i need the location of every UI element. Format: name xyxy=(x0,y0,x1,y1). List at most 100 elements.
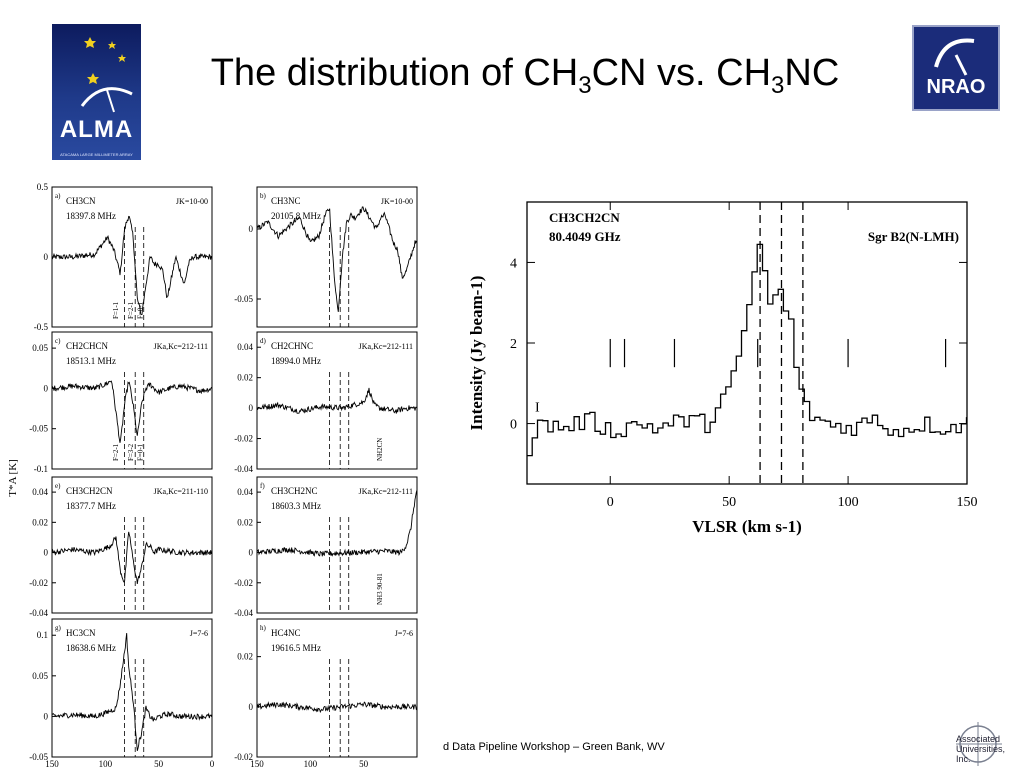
y-tick-label: -0.02 xyxy=(29,578,48,588)
main-x-tick-label: 150 xyxy=(957,495,978,510)
panel-molecule: HC4NC xyxy=(271,628,301,638)
spectrum-trace-d xyxy=(256,387,418,414)
y-tick-label: 0 xyxy=(249,548,254,558)
panel-frame xyxy=(51,331,213,470)
y-tick-label: 0 xyxy=(44,548,49,558)
au-logo-line1: Associated xyxy=(956,734,1001,744)
footer-text: d Data Pipeline Workshop – Green Bank, W… xyxy=(443,741,665,753)
x-tick-label: 0 xyxy=(210,759,215,768)
panel-label: g) xyxy=(55,624,62,632)
x-tick-label: 100 xyxy=(99,759,113,768)
small-spectra-panels: 0.5 0 -0.5 a) CH3CN 18397.8 MHz JK=10-00 F=1-1 F… xyxy=(29,182,418,768)
panel-annotation: F=0-1 xyxy=(137,301,145,319)
panel-frame xyxy=(256,331,418,470)
panel-molecule: HC3CN xyxy=(66,628,96,638)
panel-transition: JKa,Kc=212-111 xyxy=(359,487,413,496)
au-crosshair-icon xyxy=(956,722,1002,766)
panel-label: b) xyxy=(260,192,267,200)
panel-transition: J=7-6 xyxy=(395,629,413,638)
spectrum-trace-c xyxy=(51,380,213,443)
main-y-tick-label: 2 xyxy=(510,337,517,352)
panel-annotation: F=0-1 xyxy=(137,443,145,461)
panel-label: d) xyxy=(260,337,267,345)
panel-frame xyxy=(51,476,213,614)
panel-frequency: 18377.7 MHz xyxy=(66,501,116,511)
panel-annotation: F=1-1 xyxy=(112,301,120,319)
panel-frame xyxy=(51,618,213,758)
y-tick-label: -0.02 xyxy=(234,752,253,762)
y-tick-label: 0 xyxy=(44,252,49,262)
y-tick-label: -0.02 xyxy=(234,578,253,588)
main-x-tick-label: 50 xyxy=(722,495,736,510)
alma-logo-subtitle: ATACAMA LARGE MILLIMETER ARRAY xyxy=(60,152,133,157)
panel-frequency: 18397.8 MHz xyxy=(66,211,116,221)
y-tick-label: -0.04 xyxy=(234,464,253,474)
panel-transition: JK=10-00 xyxy=(176,197,208,206)
spectrum-trace-h xyxy=(256,701,418,714)
main-y-tick-label: 4 xyxy=(510,256,517,271)
y-tick-label: 0 xyxy=(249,702,254,712)
panel-annotation: F=3-2 xyxy=(127,443,135,461)
y-tick-label: 0 xyxy=(44,383,49,393)
y-tick-label: 0 xyxy=(249,224,254,234)
x-tick-label: 150 xyxy=(45,759,59,768)
y-tick-label: 0.04 xyxy=(32,487,48,497)
panel-label: c) xyxy=(55,337,61,345)
y-tick-label: -0.05 xyxy=(29,752,48,762)
y-tick-label: -0.05 xyxy=(234,294,253,304)
spectrum-panel-d: 0.04 0.02 0 -0.02 -0.04 d) CH2CHNC 18994.0 MHz J… xyxy=(234,331,418,474)
main-spectrum-chart: 0 50 100 150 0 2 4 CH3CH2CN 80.4049 GHz Sgr B2(N-… xyxy=(467,201,978,536)
main-x-tick-label: 100 xyxy=(838,495,859,510)
y-tick-label: 0.02 xyxy=(32,517,48,527)
alma-antenna-icon xyxy=(80,37,133,113)
panel-label: f) xyxy=(260,482,265,490)
y-tick-label: 0.5 xyxy=(37,182,49,192)
spectrum-trace-f xyxy=(256,489,418,557)
y-tick-label: 0.02 xyxy=(237,373,253,383)
main-x-tick-label: 0 xyxy=(607,495,614,510)
spectrum-panel-c: 0.05 0 -0.05 -0.1 c) CH2CHCN 18513.1 MHz JKa,Kc… xyxy=(29,331,213,474)
y-tick-label: -0.05 xyxy=(29,424,48,434)
alma-logo-text: ALMA xyxy=(59,116,134,143)
y-tick-label: 0.05 xyxy=(32,671,48,681)
panel-annotation: F=2-1 xyxy=(127,301,135,319)
panel-frequency: 18513.1 MHz xyxy=(66,356,116,366)
y-tick-label: -0.04 xyxy=(29,608,48,618)
y-tick-label: 0 xyxy=(249,403,254,413)
main-spectrum-trace xyxy=(527,243,968,457)
y-tick-label: -0.04 xyxy=(234,608,253,618)
panel-frequency: 20105.8 MHz xyxy=(271,211,321,221)
main-label-frequency: 80.4049 GHz xyxy=(549,229,621,244)
panel-frame xyxy=(256,186,418,328)
main-chart-frame xyxy=(526,201,968,485)
y-tick-label: 0.1 xyxy=(37,630,48,640)
panel-frequency: 18638.6 MHz xyxy=(66,643,116,653)
spectrum-trace-a xyxy=(51,215,213,316)
alma-logo: ALMA ATACAMA LARGE MILLIMETER ARRAY xyxy=(52,24,141,160)
panel-annotation: NH2CN xyxy=(376,438,384,461)
spectrum-panel-f: 0.04 0.02 0 -0.02 -0.04 f) CH3CH2NC 18603.3 MHz… xyxy=(234,476,418,618)
nrao-logo: NRAO xyxy=(912,25,1000,111)
main-y-axis-label: Intensity (Jy beam-1) xyxy=(467,276,486,431)
shared-y-axis-label: T*A [K] xyxy=(7,459,19,497)
y-tick-label: 0.05 xyxy=(32,343,48,353)
main-label-source: Sgr B2(N-LMH) xyxy=(868,229,959,244)
y-tick-label: -0.02 xyxy=(234,434,253,444)
y-tick-label: 0.04 xyxy=(237,487,253,497)
associated-universities-logo: Associated Universities, Inc. xyxy=(950,722,1022,766)
panel-transition: JKa,Kc=212-111 xyxy=(359,342,413,351)
spectrum-panel-h: 0.02 0 -0.02 h) HC4NC 19616.5 MHz J=7-6 150 100 5… xyxy=(234,618,418,768)
spectrum-panel-e: 0.04 0.02 0 -0.02 -0.04 e) CH3CH2CN 18377.7 MHz… xyxy=(29,476,213,618)
main-y-tick-label: 0 xyxy=(510,418,517,433)
panel-annotation: NH3 90-81 xyxy=(376,573,384,605)
spectrum-trace-b xyxy=(256,206,418,312)
y-tick-label: 0.02 xyxy=(237,517,253,527)
x-tick-label: 100 xyxy=(304,759,318,768)
panel-transition: J=7-6 xyxy=(190,629,208,638)
panel-molecule: CH2CHCN xyxy=(66,341,109,351)
panel-transition: JK=10-00 xyxy=(381,197,413,206)
panel-transition: JKa,Kc=212-111 xyxy=(154,342,208,351)
main-x-axis-label: VLSR (km s-1) xyxy=(692,517,802,536)
panel-frame xyxy=(256,476,418,614)
